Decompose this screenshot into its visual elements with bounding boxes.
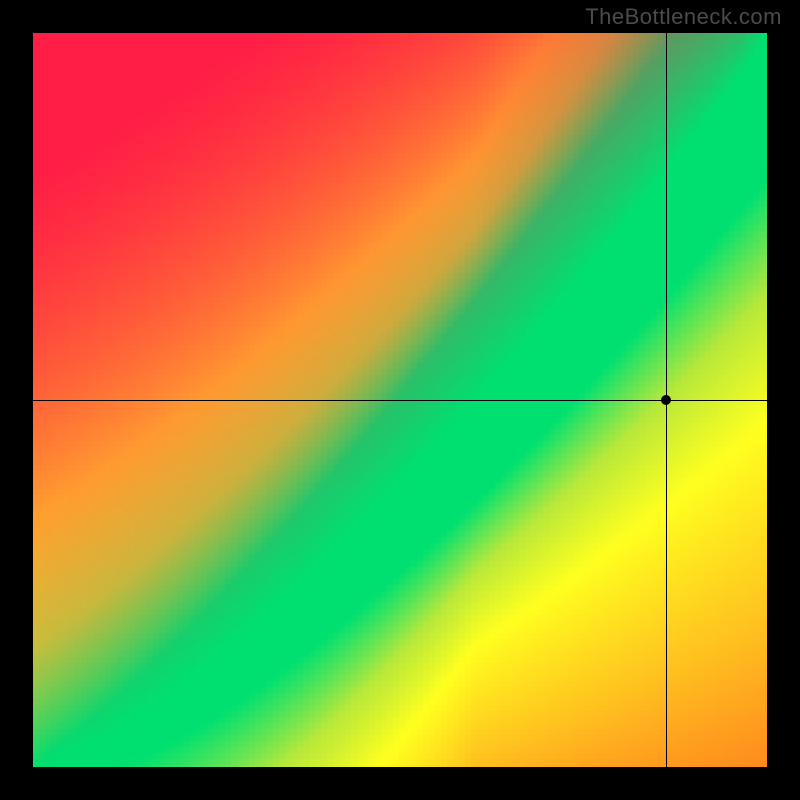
crosshair-horizontal — [33, 400, 767, 401]
watermark-text: TheBottleneck.com — [585, 4, 782, 30]
